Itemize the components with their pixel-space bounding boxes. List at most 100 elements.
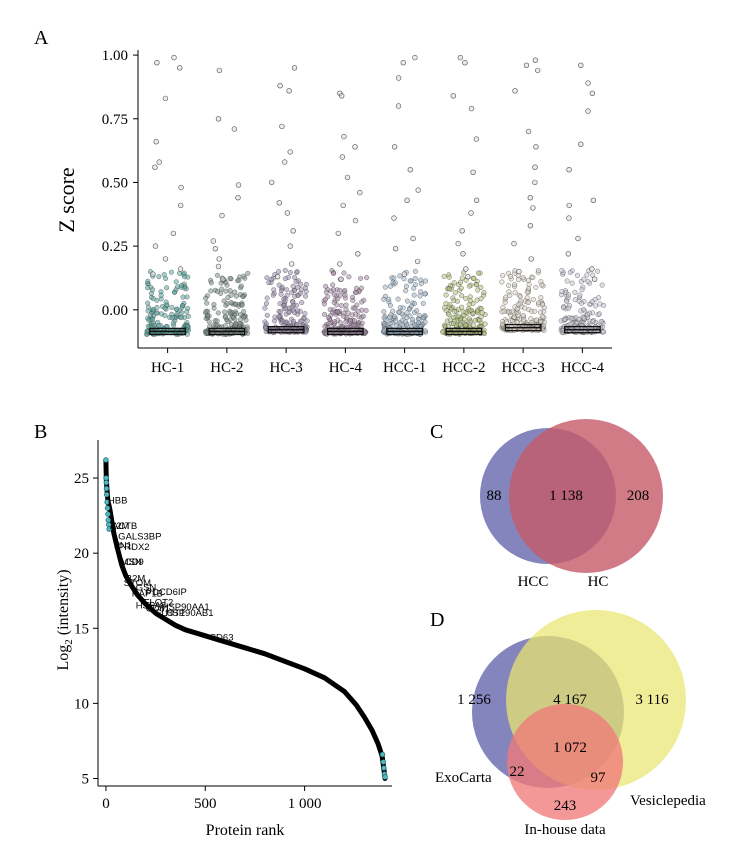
venn-d-exo-inhouse-count: 22 xyxy=(510,764,525,780)
a-point xyxy=(179,303,186,309)
a-point xyxy=(387,283,393,289)
a-point xyxy=(541,323,547,329)
a-point xyxy=(268,276,274,282)
a-point xyxy=(158,292,164,298)
a-point xyxy=(360,313,366,319)
a-outlier-point xyxy=(162,95,169,102)
panel-letter-d: D xyxy=(430,609,444,631)
a-point xyxy=(393,323,399,329)
a-point xyxy=(517,301,523,307)
a-outlier-point xyxy=(352,144,358,150)
a-point xyxy=(173,279,179,285)
a-point xyxy=(404,315,410,321)
b-ytick-label: 25 xyxy=(74,471,89,487)
panel-d-venn: 1 256 4 167 3 116 1 072 22 97 243 ExoCar… xyxy=(435,610,706,838)
a-point xyxy=(289,290,295,296)
a-outlier-point xyxy=(590,197,597,204)
a-point xyxy=(520,275,526,281)
a-point xyxy=(353,289,359,295)
a-outlier-point xyxy=(465,274,471,280)
a-point xyxy=(522,305,528,311)
a-point xyxy=(180,294,186,300)
a-point xyxy=(278,309,284,315)
a-point xyxy=(459,275,465,281)
a-point xyxy=(150,316,156,323)
a-outlier-point xyxy=(357,189,363,196)
a-point xyxy=(503,294,509,300)
a-point xyxy=(564,298,570,304)
a-point xyxy=(418,289,424,295)
a-point xyxy=(215,310,221,316)
a-outlier-point xyxy=(414,258,421,265)
a-point xyxy=(154,304,160,310)
a-point xyxy=(533,284,539,290)
a-point xyxy=(263,300,270,307)
panel-letter-b: B xyxy=(34,421,47,443)
a-point xyxy=(381,328,387,334)
a-point xyxy=(593,303,599,309)
a-point xyxy=(514,319,520,325)
a-point xyxy=(299,300,305,306)
a-point xyxy=(169,304,175,311)
a-outlier-point xyxy=(154,59,160,66)
a-point xyxy=(359,285,365,291)
b-protein-label: FN1 xyxy=(114,541,132,552)
a-point xyxy=(291,318,297,324)
panel-b-x-axis-label: Protein rank xyxy=(206,822,285,839)
a-point xyxy=(479,310,485,316)
a-point xyxy=(174,306,180,312)
a-point xyxy=(238,283,244,289)
a-point xyxy=(145,278,151,284)
a-xtick-label: HC-1 xyxy=(151,360,184,376)
a-outlier-point xyxy=(516,268,522,275)
a-outlier-point xyxy=(410,235,416,242)
a-point xyxy=(539,282,545,288)
a-point xyxy=(182,274,188,280)
b-protein-label: HBB xyxy=(108,496,128,507)
a-point xyxy=(151,307,157,313)
b-protein-label: PDCD6IP xyxy=(146,587,187,598)
a-point xyxy=(535,267,541,274)
a-point xyxy=(392,280,398,286)
a-outlier-point xyxy=(392,246,399,252)
a-outlier-point xyxy=(216,67,223,74)
a-point xyxy=(363,307,369,314)
a-point xyxy=(581,276,587,282)
a-point xyxy=(499,279,505,285)
a-point xyxy=(239,302,245,308)
a-outlier-point xyxy=(591,276,598,282)
a-point xyxy=(264,295,270,301)
a-point xyxy=(359,299,365,305)
a-point xyxy=(230,315,236,321)
a-point xyxy=(214,288,221,294)
a-point xyxy=(584,272,590,278)
venn-d-vesicle-only-count: 3 116 xyxy=(635,692,669,708)
a-point xyxy=(335,296,341,302)
a-point xyxy=(276,314,282,320)
a-outlier-point xyxy=(459,228,465,234)
a-point xyxy=(573,315,579,321)
a-point xyxy=(422,291,428,297)
a-point xyxy=(567,269,573,275)
venn-c-hc-circle xyxy=(509,419,663,573)
a-point xyxy=(474,282,480,288)
a-point xyxy=(411,292,417,298)
a-point xyxy=(211,322,217,328)
a-point xyxy=(526,281,532,288)
a-outlier-point xyxy=(527,223,534,229)
a-point xyxy=(597,301,603,307)
a-point xyxy=(225,294,231,301)
a-point xyxy=(358,275,364,281)
a-point xyxy=(443,292,449,298)
a-point xyxy=(321,311,328,317)
a-point xyxy=(560,305,567,311)
a-point xyxy=(530,297,536,303)
a-ytick-label: 0.50 xyxy=(102,175,128,191)
a-point xyxy=(441,273,447,280)
a-point xyxy=(342,292,348,298)
b-highlight-point xyxy=(105,511,111,517)
a-point xyxy=(596,311,602,317)
a-point xyxy=(443,300,449,307)
venn-d-inhouse-only-count: 243 xyxy=(554,798,577,814)
